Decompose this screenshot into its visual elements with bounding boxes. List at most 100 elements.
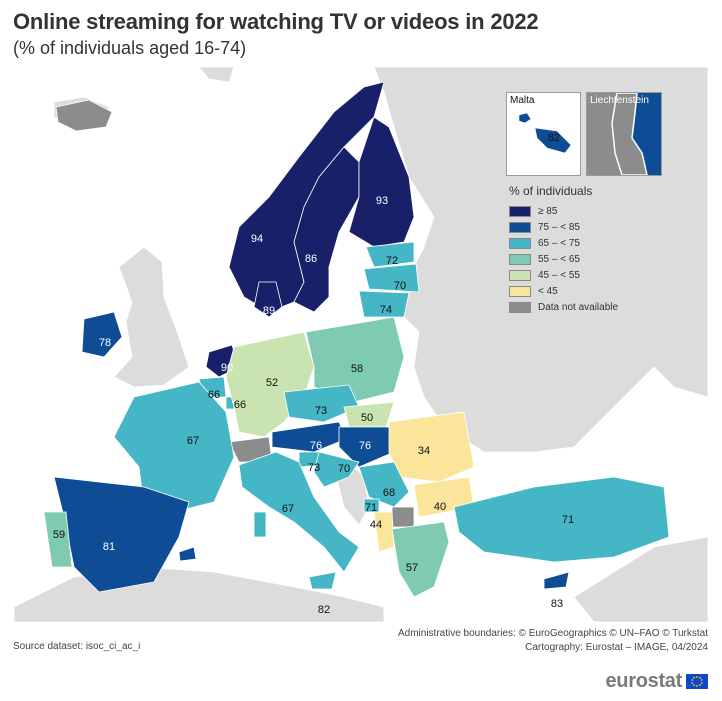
legend-swatch: [509, 253, 531, 265]
legend-swatch: [509, 221, 531, 233]
malta-main-island: [534, 127, 572, 154]
logo-word: eurostat: [605, 670, 682, 692]
label-lithuania: 74: [380, 304, 392, 316]
label-finland: 93: [376, 195, 388, 207]
label-albania: 44: [370, 519, 382, 531]
country-france: [113, 381, 235, 513]
legend-item: 75 – < 85: [509, 219, 618, 235]
liechtenstein-shape: [611, 93, 648, 175]
label-hungary: 76: [359, 440, 371, 452]
country-estonia: [365, 241, 415, 268]
legend-label: < 45: [538, 285, 558, 297]
source-note: Source dataset: isoc_ci_ac_i: [13, 641, 141, 652]
middle-east: [573, 536, 708, 622]
label-austria: 76: [310, 440, 322, 452]
country-north-macedonia: [391, 506, 415, 528]
liechtenstein-austria: [632, 93, 661, 175]
label-ireland: 78: [99, 337, 111, 349]
legend-swatch: [509, 269, 531, 281]
legend-label: 75 – < 85: [538, 221, 580, 233]
credits: Administrative boundaries: © EuroGeograp…: [398, 627, 708, 655]
malta-island: [518, 112, 532, 124]
legend-label: 55 – < 65: [538, 253, 580, 265]
country-latvia: [363, 263, 420, 293]
credits-boundaries: Administrative boundaries: © EuroGeograp…: [397, 628, 708, 639]
legend: % of individuals ≥ 85 75 – < 85 65 – < 7…: [509, 184, 618, 315]
country-poland: [305, 316, 405, 403]
credits-cartography: Cartography: Eurostat – IMAGE, 04/2024: [525, 642, 708, 653]
country-denmark: [253, 281, 283, 318]
country-portugal: [43, 511, 73, 568]
label-spain: 81: [103, 541, 115, 553]
label-montenegro: 71: [365, 502, 377, 514]
label-france: 67: [187, 435, 199, 447]
eu-flag-icon: [686, 674, 708, 689]
iceland: [55, 99, 113, 132]
label-sweden: 86: [305, 253, 317, 265]
legend-item: ≥ 85: [509, 203, 618, 219]
label-estonia: 72: [386, 255, 398, 267]
label-slovakia: 50: [361, 412, 373, 424]
label-luxembourg: 66: [234, 399, 246, 411]
legend-item: 45 – < 55: [509, 267, 618, 283]
country-italy: [238, 451, 360, 573]
country-greece: [391, 521, 450, 598]
legend-label: 65 – < 75: [538, 237, 580, 249]
label-malta: 82: [318, 604, 330, 616]
legend-title: % of individuals: [509, 184, 593, 198]
label-netherlands: 90: [221, 362, 233, 374]
legend-swatch: [509, 237, 531, 249]
label-romania: 34: [418, 445, 430, 457]
legend-item: 55 – < 65: [509, 251, 618, 267]
inset-liechtenstein: Liechtenstein: [586, 92, 662, 176]
label-czechia: 73: [315, 405, 327, 417]
country-lithuania: [358, 290, 410, 318]
legend-label: Data not available: [538, 301, 619, 313]
eurostat-logo: eurostat: [605, 670, 708, 693]
svalbard: [198, 67, 235, 83]
balearic: [178, 546, 197, 562]
label-latvia: 70: [394, 280, 406, 292]
legend-item: < 45: [509, 283, 618, 299]
map-title: Online streaming for watching TV or vide…: [13, 9, 539, 34]
label-portugal: 59: [53, 529, 65, 541]
country-albania: [373, 511, 395, 553]
label-italy: 67: [282, 503, 294, 515]
country-cyprus: [543, 571, 570, 590]
country-turkey: [453, 476, 670, 563]
label-slovenia: 73: [308, 462, 320, 474]
country-romania: [388, 411, 475, 483]
inset-malta: Malta 82: [506, 92, 581, 176]
uk-land: [113, 246, 190, 388]
label-denmark: 89: [263, 305, 275, 317]
label-serbia: 68: [383, 487, 395, 499]
country-serbia: [358, 461, 410, 508]
label-greece: 57: [406, 562, 418, 574]
label-croatia: 70: [338, 463, 350, 475]
legend-swatch: [509, 205, 531, 217]
label-belgium: 66: [208, 389, 220, 401]
legend-swatch: [509, 301, 531, 313]
label-turkey: 71: [562, 514, 574, 526]
legend-label: ≥ 85: [538, 205, 558, 217]
legend-item: 65 – < 75: [509, 235, 618, 251]
label-cyprus: 83: [551, 598, 563, 610]
legend-item: Data not available: [509, 299, 618, 315]
country-austria: [271, 421, 347, 453]
label-germany: 52: [266, 377, 278, 389]
legend-swatch: [509, 285, 531, 297]
inset-malta-value: 82: [548, 132, 560, 144]
country-ireland: [81, 311, 123, 358]
country-hungary: [338, 426, 395, 468]
map-subtitle: (% of individuals aged 16-74): [13, 38, 247, 58]
country-croatia: [313, 451, 360, 488]
label-norway: 94: [251, 233, 263, 245]
label-poland: 58: [351, 363, 363, 375]
legend-label: 45 – < 55: [538, 269, 580, 281]
island-sardinia: [253, 511, 267, 538]
country-czechia: [283, 384, 360, 423]
island-sicily: [308, 571, 337, 590]
inset-liechtenstein-title: Liechtenstein: [590, 95, 649, 106]
inset-malta-title: Malta: [510, 95, 535, 106]
label-bulgaria: 40: [434, 501, 446, 513]
